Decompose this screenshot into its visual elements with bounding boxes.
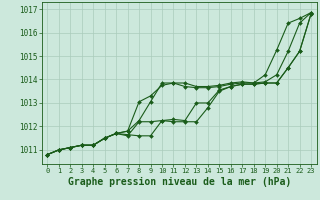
X-axis label: Graphe pression niveau de la mer (hPa): Graphe pression niveau de la mer (hPa) xyxy=(68,177,291,187)
